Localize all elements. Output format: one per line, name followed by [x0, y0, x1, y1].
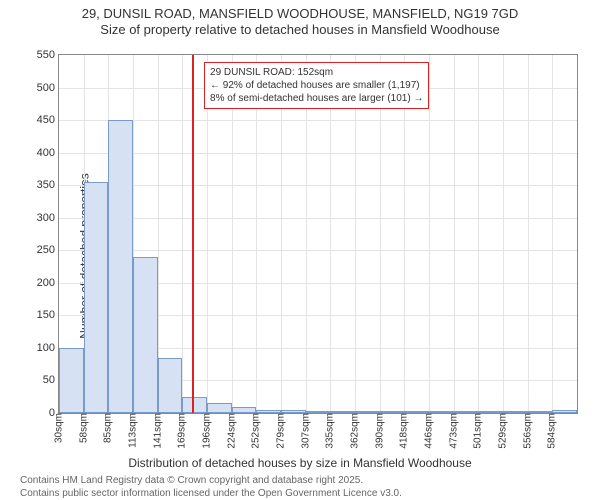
- gridline-h: [59, 120, 577, 121]
- callout-line: ← 92% of detached houses are smaller (1,…: [210, 79, 423, 92]
- y-tick-label: 150: [37, 309, 59, 321]
- x-tick-label: 279sqm: [276, 413, 287, 449]
- histogram-bar: [182, 397, 207, 413]
- callout-box: 29 DUNSIL ROAD: 152sqm← 92% of detached …: [204, 62, 429, 109]
- y-tick-label: 200: [37, 277, 59, 289]
- gridline-v: [478, 55, 479, 413]
- x-tick-label: 501sqm: [473, 413, 484, 449]
- x-tick-label: 85sqm: [103, 413, 114, 443]
- chart-title: 29, DUNSIL ROAD, MANSFIELD WOODHOUSE, MA…: [0, 6, 600, 22]
- gridline-v: [503, 55, 504, 413]
- gridline-h: [59, 185, 577, 186]
- y-tick-label: 400: [37, 147, 59, 159]
- callout-line: 8% of semi-detached houses are larger (1…: [210, 92, 423, 105]
- y-tick-label: 250: [37, 244, 59, 256]
- gridline-v: [454, 55, 455, 413]
- marker-line: [192, 55, 194, 413]
- x-tick-label: 473sqm: [448, 413, 459, 449]
- x-tick-label: 584sqm: [547, 413, 558, 449]
- x-tick-label: 58sqm: [78, 413, 89, 443]
- x-tick-label: 307sqm: [300, 413, 311, 449]
- callout-line: 29 DUNSIL ROAD: 152sqm: [210, 66, 423, 79]
- footer-line-1: Contains HM Land Registry data © Crown c…: [20, 474, 600, 487]
- histogram-bar: [478, 411, 503, 413]
- x-tick-label: 30sqm: [54, 413, 65, 443]
- footer-line-2: Contains public sector information licen…: [20, 487, 600, 500]
- histogram-bar: [404, 411, 429, 413]
- x-tick-label: 556sqm: [522, 413, 533, 449]
- x-tick-label: 362sqm: [350, 413, 361, 449]
- footer-text: Contains HM Land Registry data © Crown c…: [20, 474, 600, 500]
- histogram-bar: [59, 348, 84, 413]
- gridline-v: [528, 55, 529, 413]
- gridline-v: [182, 55, 183, 413]
- y-tick-label: 350: [37, 179, 59, 191]
- histogram-bar: [108, 120, 133, 413]
- x-tick-label: 335sqm: [325, 413, 336, 449]
- x-tick-label: 252sqm: [251, 413, 262, 449]
- x-tick-label: 196sqm: [202, 413, 213, 449]
- chart-container: 29, DUNSIL ROAD, MANSFIELD WOODHOUSE, MA…: [0, 6, 600, 500]
- histogram-bar: [232, 407, 257, 414]
- chart-subtitle: Size of property relative to detached ho…: [0, 22, 600, 38]
- gridline-v: [552, 55, 553, 413]
- histogram-bar: [84, 182, 109, 413]
- x-tick-label: 224sqm: [226, 413, 237, 449]
- x-tick-label: 141sqm: [152, 413, 163, 449]
- y-tick-label: 450: [37, 114, 59, 126]
- histogram-bar: [503, 411, 528, 413]
- histogram-bar: [306, 411, 331, 413]
- y-tick-label: 550: [37, 49, 59, 61]
- histogram-bar: [330, 411, 355, 413]
- histogram-bar: [281, 410, 306, 413]
- x-tick-label: 418sqm: [399, 413, 410, 449]
- histogram-bar: [158, 358, 183, 413]
- y-tick-label: 50: [43, 374, 59, 386]
- y-tick-label: 300: [37, 212, 59, 224]
- plot-area: 05010015020025030035040045050055030sqm58…: [58, 54, 578, 414]
- x-axis-label: Distribution of detached houses by size …: [0, 456, 600, 470]
- x-tick-label: 113sqm: [128, 413, 139, 448]
- histogram-bar: [207, 403, 232, 413]
- histogram-bar: [528, 411, 553, 413]
- y-tick-label: 100: [37, 342, 59, 354]
- x-tick-label: 529sqm: [498, 413, 509, 449]
- x-tick-label: 446sqm: [424, 413, 435, 449]
- y-tick-label: 500: [37, 82, 59, 94]
- gridline-h: [59, 153, 577, 154]
- histogram-bar: [552, 410, 577, 413]
- histogram-bar: [429, 411, 454, 413]
- histogram-bar: [355, 411, 380, 413]
- histogram-bar: [133, 257, 158, 413]
- histogram-bar: [454, 411, 479, 413]
- gridline-h: [59, 218, 577, 219]
- histogram-bar: [256, 410, 281, 413]
- x-tick-label: 390sqm: [374, 413, 385, 449]
- histogram-bar: [380, 411, 405, 413]
- x-tick-label: 169sqm: [177, 413, 188, 449]
- gridline-h: [59, 250, 577, 251]
